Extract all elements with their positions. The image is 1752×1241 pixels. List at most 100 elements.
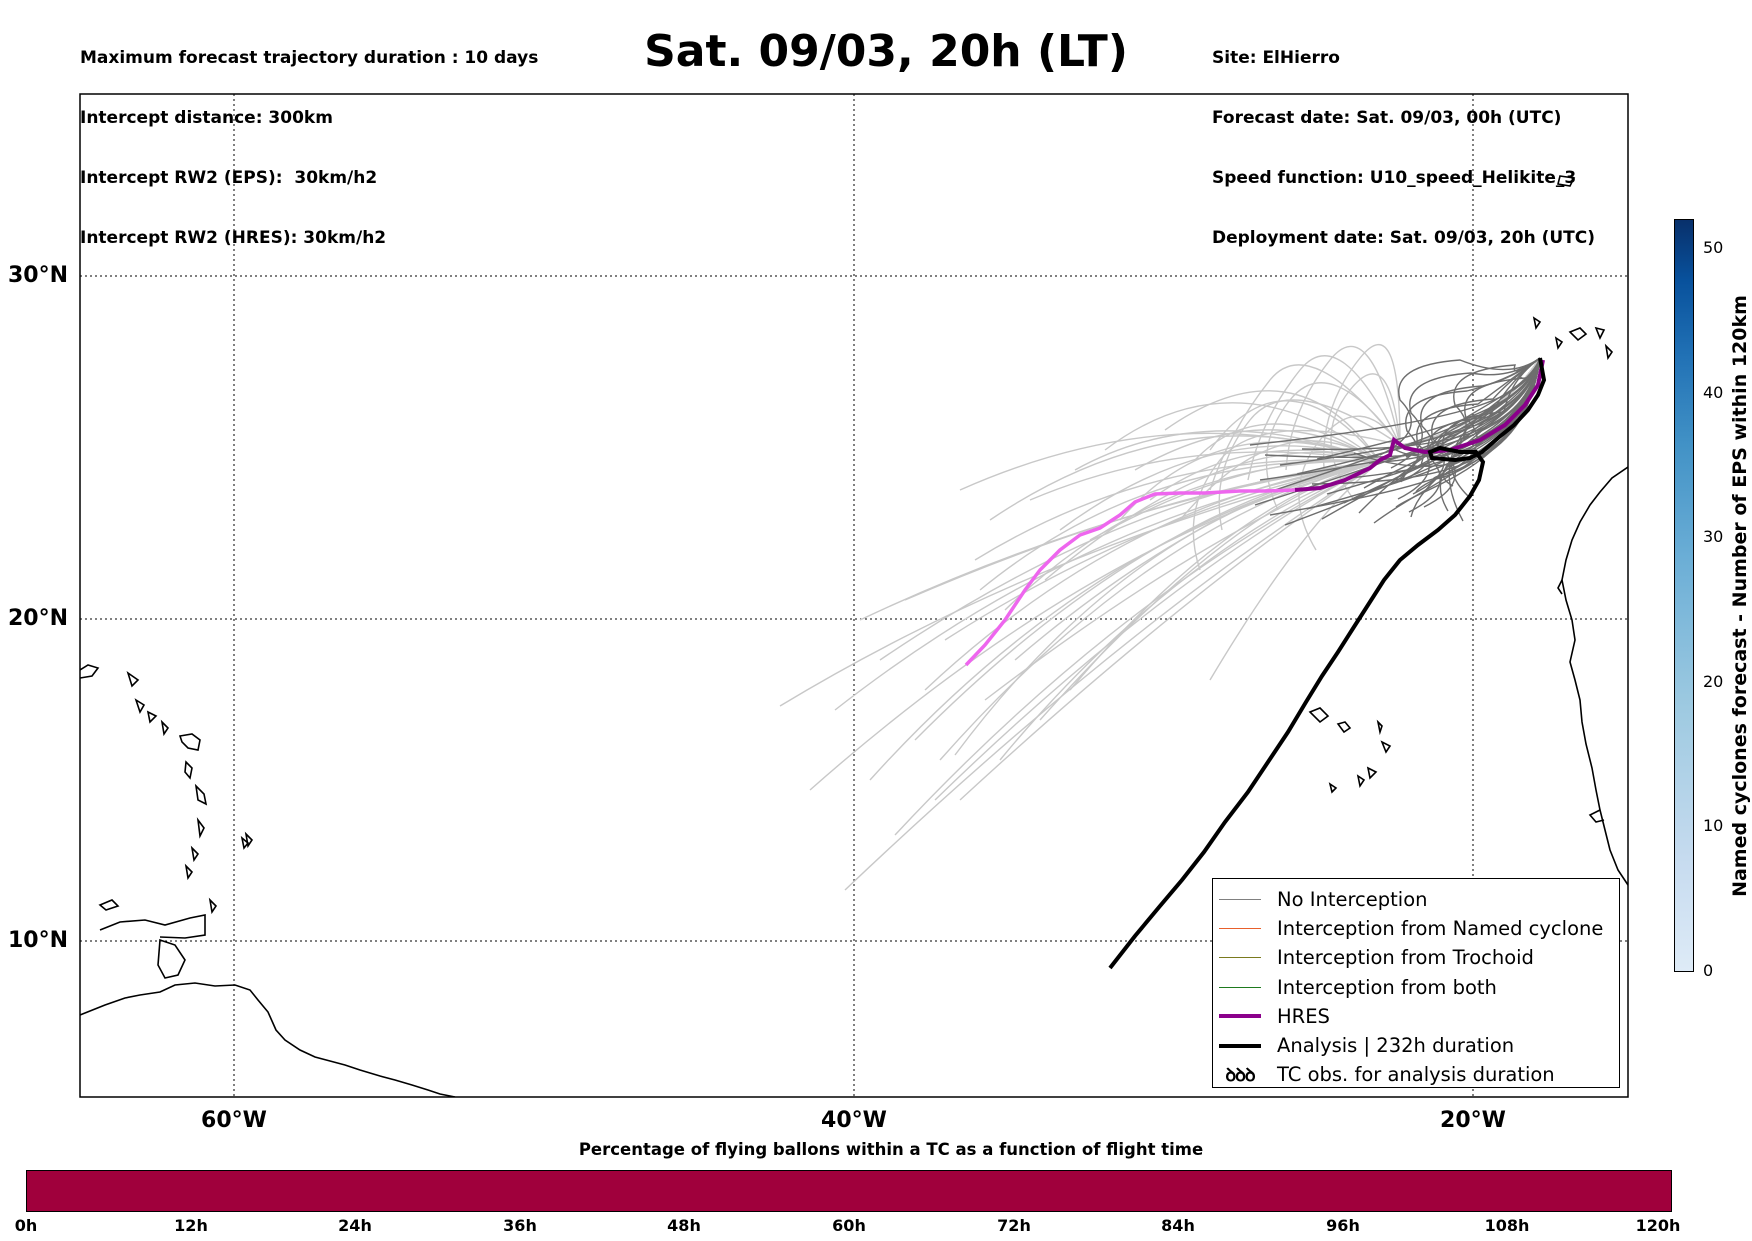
coast-cape-verde-7 <box>1366 766 1378 780</box>
coast-cape-verde-5 <box>1328 782 1338 794</box>
legend-swatch <box>1219 899 1261 901</box>
eps-member-track <box>989 357 1541 521</box>
coast-cape-verde-1 <box>1308 707 1330 724</box>
coast-stvincent <box>190 845 200 863</box>
legend-item-no-interception: No Interception <box>1213 885 1619 914</box>
lon-label-20w: 20°W <box>1440 1108 1506 1133</box>
eps-member-track <box>1451 357 1541 497</box>
eps-trajectories-far <box>779 344 1541 891</box>
colorbar-bottom-tick: 36h <box>503 1216 537 1235</box>
legend-label: HRES <box>1277 1004 1330 1028</box>
legend-swatch <box>1219 1014 1261 1019</box>
coast-venezuela-peninsula <box>99 914 206 939</box>
coast-antilles-5 <box>160 719 170 737</box>
legend-item-analysis: Analysis | 232h duration <box>1213 1031 1619 1060</box>
colorbar-bottom-tick: 108h <box>1484 1216 1530 1235</box>
coast-stlucia <box>196 817 205 839</box>
coast-dominica <box>184 760 193 780</box>
colorbar-bottom-tick: 0h <box>14 1216 38 1235</box>
eps-member-track <box>1423 357 1541 508</box>
coast-guadeloupe <box>178 733 201 751</box>
legend-item-both: Interception from both <box>1213 973 1619 1002</box>
header-right-line: Speed function: U10_speed_Helikite_3 <box>1212 168 1577 188</box>
eps-member-track <box>1412 357 1541 495</box>
legend-label: Interception from both <box>1277 975 1497 999</box>
eps-member-track <box>944 357 1541 641</box>
eps-member-track <box>1386 357 1541 487</box>
eps-member-track <box>1434 357 1541 461</box>
colorbar-tick: 30 <box>1703 527 1724 546</box>
header-left-line: Intercept RW2 (EPS): 30km/h2 <box>80 168 378 188</box>
coast-cap-blanc <box>1557 579 1563 595</box>
legend-item-named-cyclone: Interception from Named cyclone <box>1213 914 1619 943</box>
lon-label-40w: 40°W <box>821 1108 887 1133</box>
colorbar-bottom-tick: 24h <box>338 1216 372 1235</box>
colorbar-bottom-tick: 96h <box>1326 1216 1360 1235</box>
colorbar-bottom-tick: 12h <box>174 1216 208 1235</box>
header-left-info: Maximum forecast trajectory duration : 1… <box>80 8 538 268</box>
coast-tobago <box>208 897 218 915</box>
legend-label: No Interception <box>1277 888 1428 912</box>
legend-item-hres: HRES <box>1213 1002 1619 1031</box>
header-left-line: Intercept RW2 (HRES): 30km/h2 <box>80 228 387 248</box>
eps-member-track <box>869 357 1541 781</box>
coastlines <box>80 175 1628 1097</box>
analysis-trajectory <box>1108 357 1547 970</box>
tc-symbol-icon: ꝺꝺꝺ <box>1225 1064 1255 1086</box>
colorbar-right-label: Named cyclones forecast - Number of EPS … <box>1729 295 1751 897</box>
eps-member-track <box>999 357 1541 761</box>
colorbar-bottom-tick: 120h <box>1635 1216 1681 1235</box>
coast-cape-verde-6 <box>1356 774 1366 789</box>
eps-member-track <box>1069 357 1541 691</box>
map-title: Sat. 09/03, 20h (LT) <box>644 26 1128 77</box>
eps-member-track <box>1408 357 1541 513</box>
header-right-line: Deployment date: Sat. 09/03, 20h (UTC) <box>1212 228 1596 248</box>
colorbar-tick: 0 <box>1703 961 1714 980</box>
legend-label: Interception from Named cyclone <box>1277 917 1604 941</box>
coast-canary-4 <box>1594 326 1606 340</box>
colorbar-tick: 50 <box>1703 238 1724 257</box>
legend-label: Analysis | 232h duration <box>1277 1034 1515 1058</box>
coast-grenada <box>184 863 194 881</box>
coast-africa <box>1561 466 1628 886</box>
coast-antilles-4 <box>146 710 158 724</box>
coast-cape-verde-2 <box>1336 721 1352 734</box>
coast-small-isle <box>240 835 250 850</box>
legend-swatch <box>1219 928 1261 930</box>
lat-label-10n: 10°N <box>8 928 69 953</box>
legend-item-tc-obs: ꝺꝺꝺ TC obs. for analysis duration <box>1213 1060 1619 1089</box>
coast-barbados <box>244 831 254 849</box>
coast-cape-verde-4 <box>1380 740 1392 754</box>
coast-cape-verde-3 <box>1376 719 1383 736</box>
map-legend: No Interception Interception from Named … <box>1212 878 1620 1088</box>
colorbar-tick: 40 <box>1703 383 1724 402</box>
eps-member-track <box>1279 357 1541 466</box>
header-right-line: Site: ElHierro <box>1212 48 1340 68</box>
colorbar-bottom-tick: 48h <box>667 1216 701 1235</box>
header-right-line: Forecast date: Sat. 09/03, 00h (UTC) <box>1212 108 1562 128</box>
eps-member-track <box>1249 357 1541 446</box>
hres-trajectory-near <box>1294 359 1545 492</box>
coast-antilles-misc <box>98 899 120 911</box>
colorbar-tick: 10 <box>1703 816 1724 835</box>
eps-member-track <box>1390 357 1541 469</box>
eps-member-track <box>779 357 1541 707</box>
coast-madeira <box>1557 175 1576 187</box>
eps-member-track <box>879 357 1541 661</box>
coast-antilles-1 <box>80 664 100 679</box>
coast-trinidad <box>157 938 186 979</box>
colorbar-bottom-tick: 84h <box>1161 1216 1195 1235</box>
coast-canary-1 <box>1532 316 1542 331</box>
legend-label: Interception from Trochoid <box>1277 946 1534 970</box>
eps-member-track <box>1379 357 1541 456</box>
colorbar-tick: 20 <box>1703 672 1724 691</box>
eps-member-track <box>1373 357 1541 524</box>
legend-swatch <box>1219 957 1261 959</box>
coast-antilles-2 <box>126 671 140 688</box>
coast-guinea-bissau <box>1588 809 1605 823</box>
coast-martinique <box>194 783 208 806</box>
coast-antilles-3 <box>134 698 146 714</box>
lat-label-20n: 20°N <box>8 606 69 631</box>
header-left-line: Maximum forecast trajectory duration : 1… <box>80 48 539 68</box>
